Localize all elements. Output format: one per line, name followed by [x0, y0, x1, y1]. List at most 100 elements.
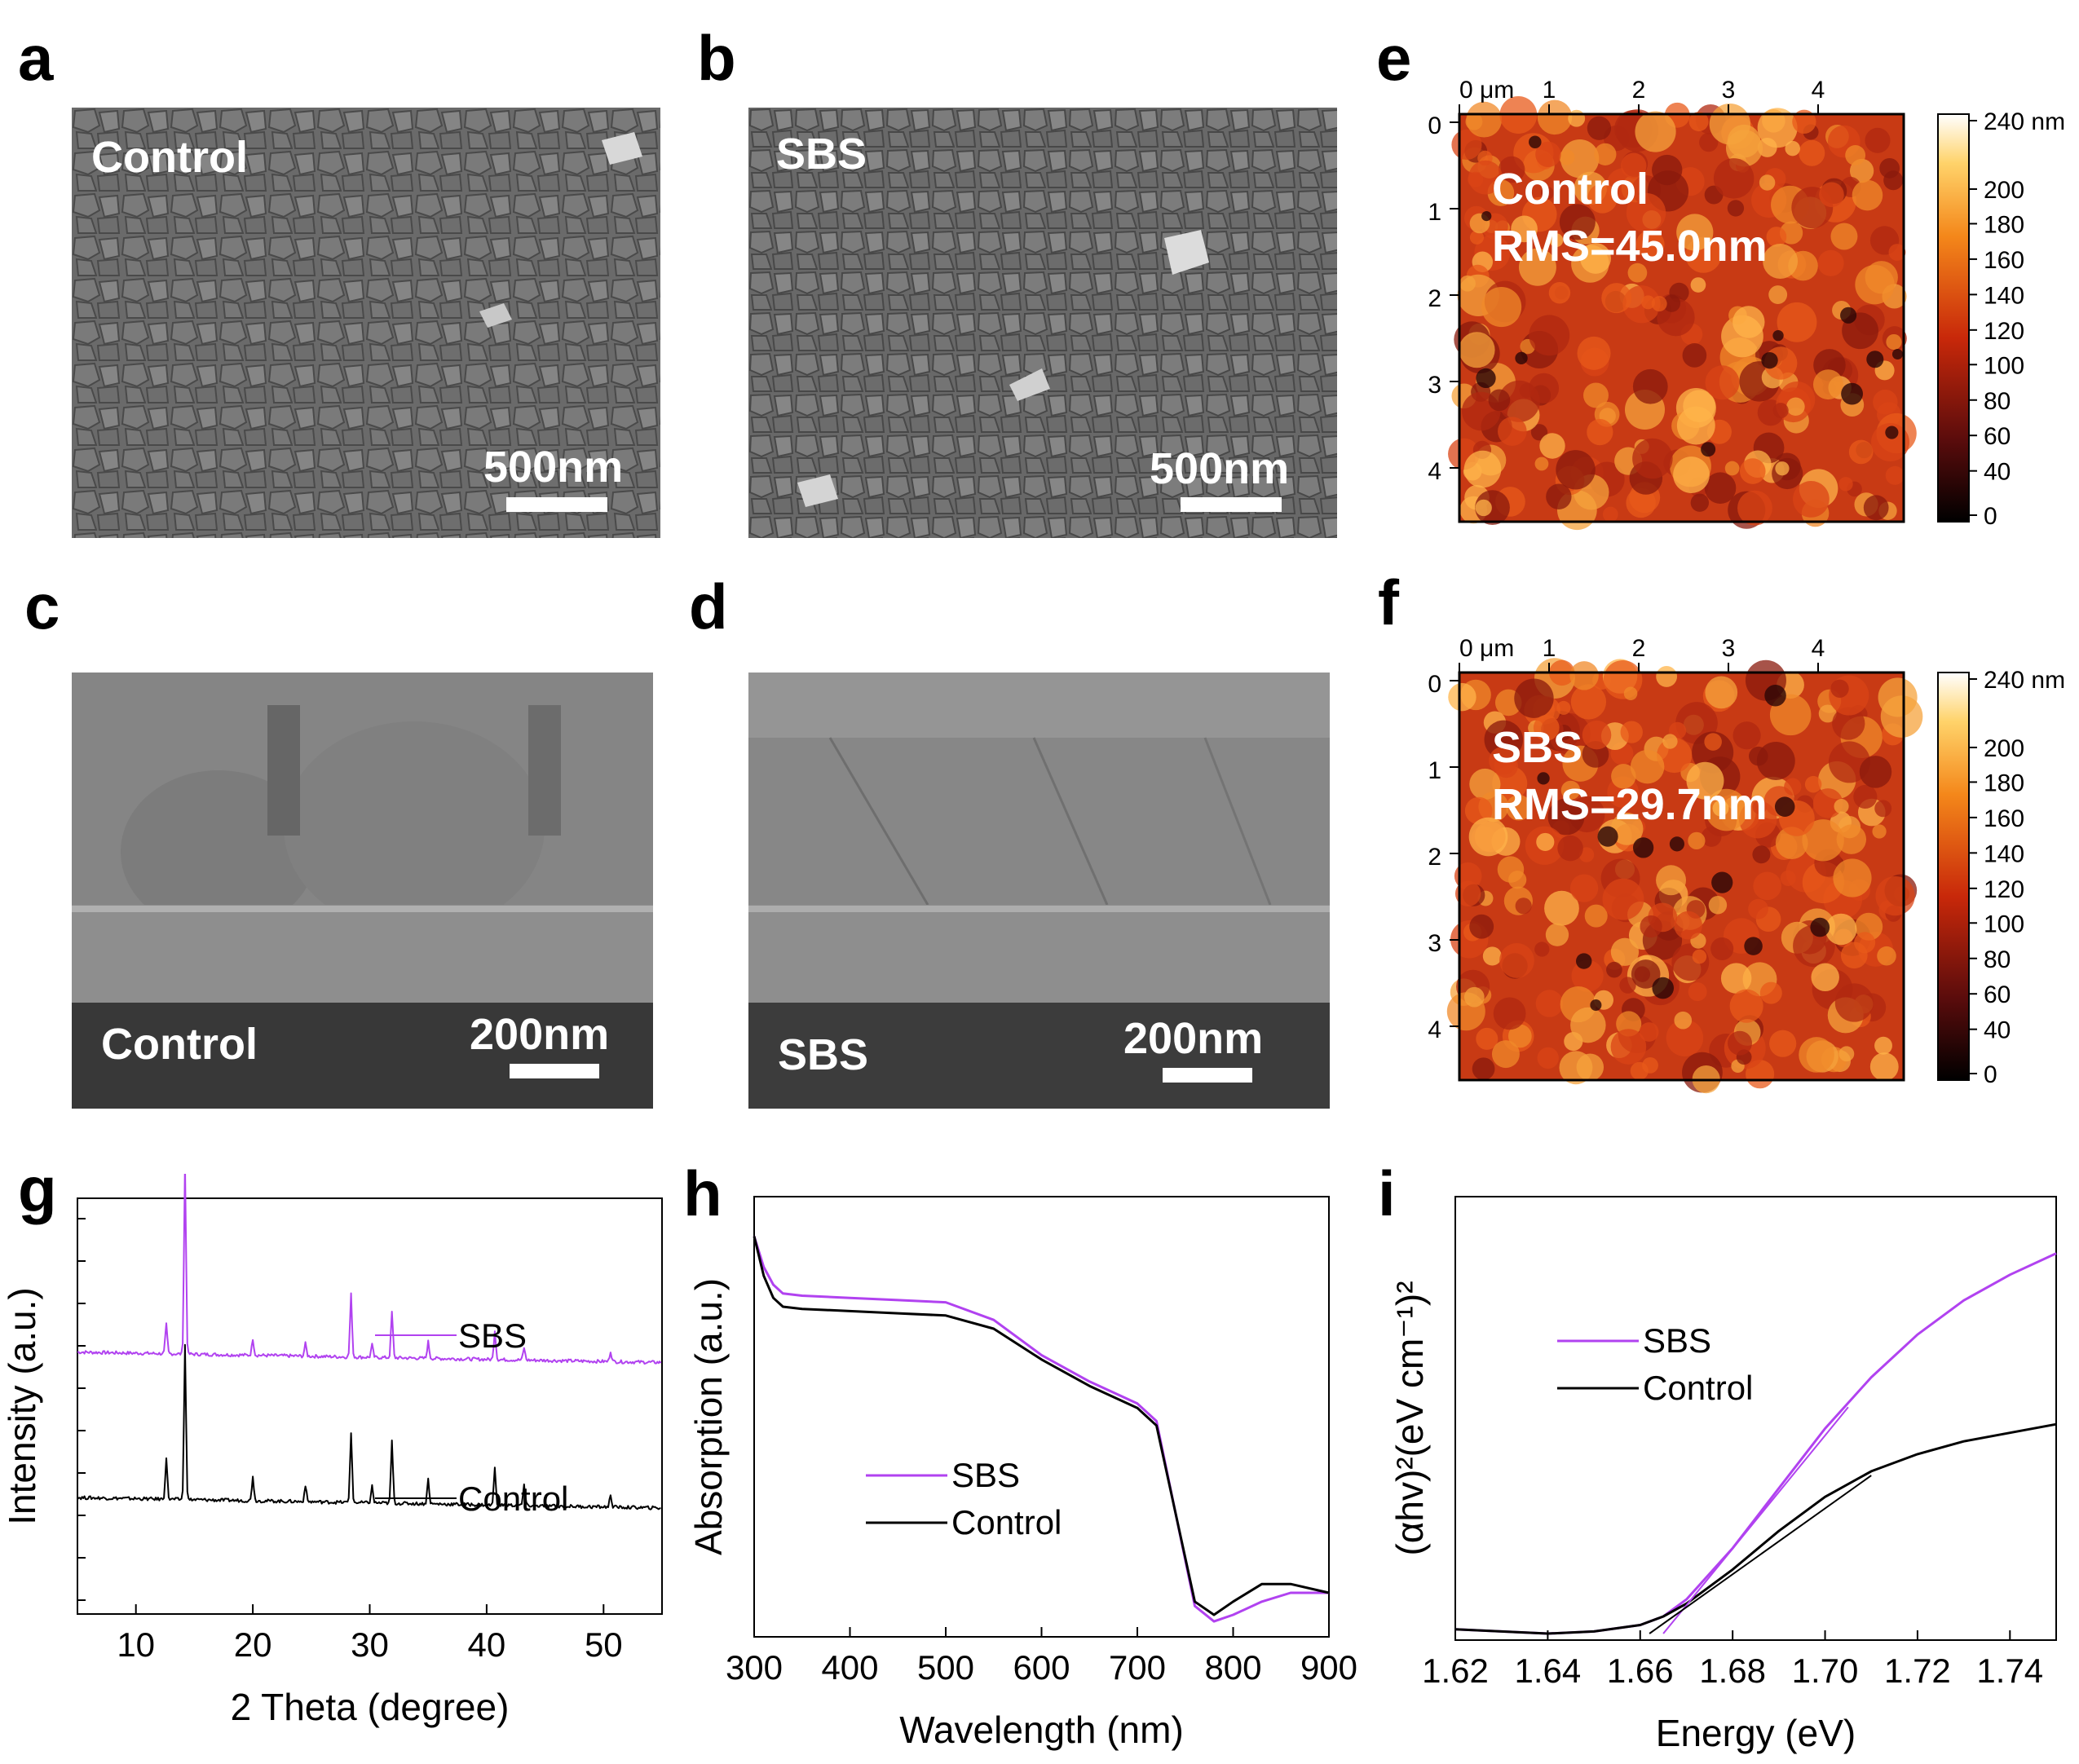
- afm-grain: [1836, 824, 1867, 854]
- afm-grain: [1620, 721, 1643, 743]
- afm-grain: [1777, 302, 1817, 342]
- scale-bar-b: [1181, 497, 1282, 512]
- afm-grain: [1833, 858, 1872, 897]
- chart-absorption: 300 400 500 600 700 800 900 Wavelength (nm) Abso…: [687, 1196, 1357, 1751]
- series-sbs: [753, 1236, 1329, 1623]
- afm-grain: [1799, 139, 1825, 166]
- afm-grain: [1463, 986, 1485, 1008]
- afm-grain: [1623, 686, 1638, 701]
- legend-entry: Control: [1643, 1369, 1753, 1407]
- afm-grain: [1872, 824, 1887, 839]
- afm-grain: [1569, 874, 1599, 902]
- afm-y-tick-label: 0: [1428, 112, 1441, 139]
- afm-colorbar: [1937, 672, 1970, 1081]
- afm-grain: [1780, 870, 1796, 886]
- afm-grain: [1602, 506, 1618, 523]
- afm-grain: [1459, 275, 1476, 292]
- y-axis-label: Intensity (a.u.): [1, 1287, 43, 1524]
- afm-grain: [1705, 365, 1740, 400]
- afm-colorbar-tick-label: 240 nm: [1984, 108, 2065, 135]
- afm-pit: [1841, 382, 1863, 405]
- afm-grain: [1662, 734, 1678, 749]
- afm-grain: [1652, 154, 1683, 186]
- afm-grain: [1639, 1022, 1659, 1042]
- afm-grain: [1545, 923, 1569, 946]
- afm-grain: [1704, 472, 1737, 504]
- afm-grain: [1688, 831, 1706, 850]
- afm-grain: [1863, 495, 1889, 521]
- afm-x-tick-label: 0 μm: [1459, 635, 1514, 662]
- afm-grain: [1626, 487, 1656, 518]
- afm-pit: [1810, 917, 1830, 937]
- afm-grain: [1641, 295, 1655, 310]
- afm-grain: [1768, 285, 1788, 304]
- afm-colorbar-tick-label: 240 nm: [1984, 667, 2065, 694]
- afm-grain: [1819, 182, 1844, 208]
- afm-colorbar-tick-label: 120: [1984, 318, 2024, 345]
- afm-grain: [1830, 223, 1858, 250]
- afm-grain: [1699, 132, 1719, 152]
- afm-grain: [1710, 937, 1734, 961]
- series-control: [77, 1343, 661, 1510]
- afm-grain: [1811, 963, 1839, 992]
- afm-grain: [1498, 380, 1540, 422]
- afm-grain: [1817, 249, 1844, 276]
- afm-y-tick-label: 3: [1428, 372, 1441, 399]
- afm-x-tick-label: 4: [1812, 77, 1825, 104]
- afm-grain: [1606, 961, 1622, 978]
- afm-grain: [1749, 746, 1768, 766]
- afm-grain: [1535, 990, 1564, 1017]
- afm-pit: [1576, 953, 1592, 969]
- afm-colorbar-tick-label: 200: [1984, 735, 2024, 762]
- afm-grain: [1498, 417, 1527, 446]
- afm-grain: [1560, 139, 1600, 179]
- afm-grain: [1518, 248, 1556, 286]
- afm-grain: [1601, 283, 1632, 314]
- afm-pit: [1764, 684, 1786, 707]
- afm-grain: [1498, 156, 1525, 183]
- panel-letter-b: b: [697, 22, 736, 94]
- afm-grain: [1662, 294, 1681, 312]
- afm-grain: [1799, 1037, 1834, 1073]
- afm-colorbar-tick-label: 80: [1984, 946, 2011, 973]
- panel-letter-c: c: [24, 571, 60, 642]
- afm-x-tick-label: 1: [1543, 635, 1556, 662]
- x-tick-label: 800: [1204, 1648, 1261, 1687]
- afm-grain: [1705, 676, 1738, 709]
- afm-grain: [1692, 949, 1707, 964]
- afm-grain: [1792, 109, 1816, 134]
- scale-bar-d: [1163, 1068, 1252, 1083]
- sem-label-c: Control: [101, 1020, 258, 1069]
- afm-colorbar-tick-label: 60: [1984, 981, 2011, 1008]
- afm-y-tick-label: 3: [1428, 930, 1441, 957]
- sem-image-b: SBS 500nm: [748, 108, 1337, 538]
- scale-bar-c: [510, 1064, 599, 1078]
- sem-cross-d: SBS 200nm: [748, 673, 1330, 1109]
- afm-pit: [1885, 426, 1899, 439]
- afm-grain: [1874, 1036, 1892, 1055]
- afm-grain: [1582, 720, 1612, 750]
- afm-grain: [1656, 666, 1678, 687]
- x-tick-label: 20: [234, 1625, 272, 1664]
- x-tick-label: 700: [1109, 1648, 1166, 1687]
- panel-letter-d: d: [689, 571, 728, 642]
- afm-grain: [1838, 477, 1853, 492]
- afm-pit: [1481, 210, 1492, 222]
- x-tick-label: 500: [917, 1648, 974, 1687]
- afm-colorbar-tick-label: 0: [1984, 503, 1997, 530]
- afm-pit: [1761, 351, 1778, 369]
- afm-pit: [1515, 351, 1528, 365]
- afm-grain: [1883, 170, 1904, 191]
- afm-grain: [1466, 101, 1503, 138]
- afm-grain: [1640, 915, 1662, 938]
- afm-grain: [1757, 108, 1798, 148]
- afm-grain: [1838, 1046, 1855, 1062]
- afm-grain: [1577, 336, 1611, 370]
- afm-grain: [1825, 913, 1857, 946]
- panel-letter-a: a: [18, 22, 54, 94]
- afm-grain: [1728, 1030, 1752, 1056]
- afm-pit: [1772, 329, 1784, 342]
- afm-grain: [1632, 438, 1673, 479]
- afm-grain: [1708, 896, 1728, 915]
